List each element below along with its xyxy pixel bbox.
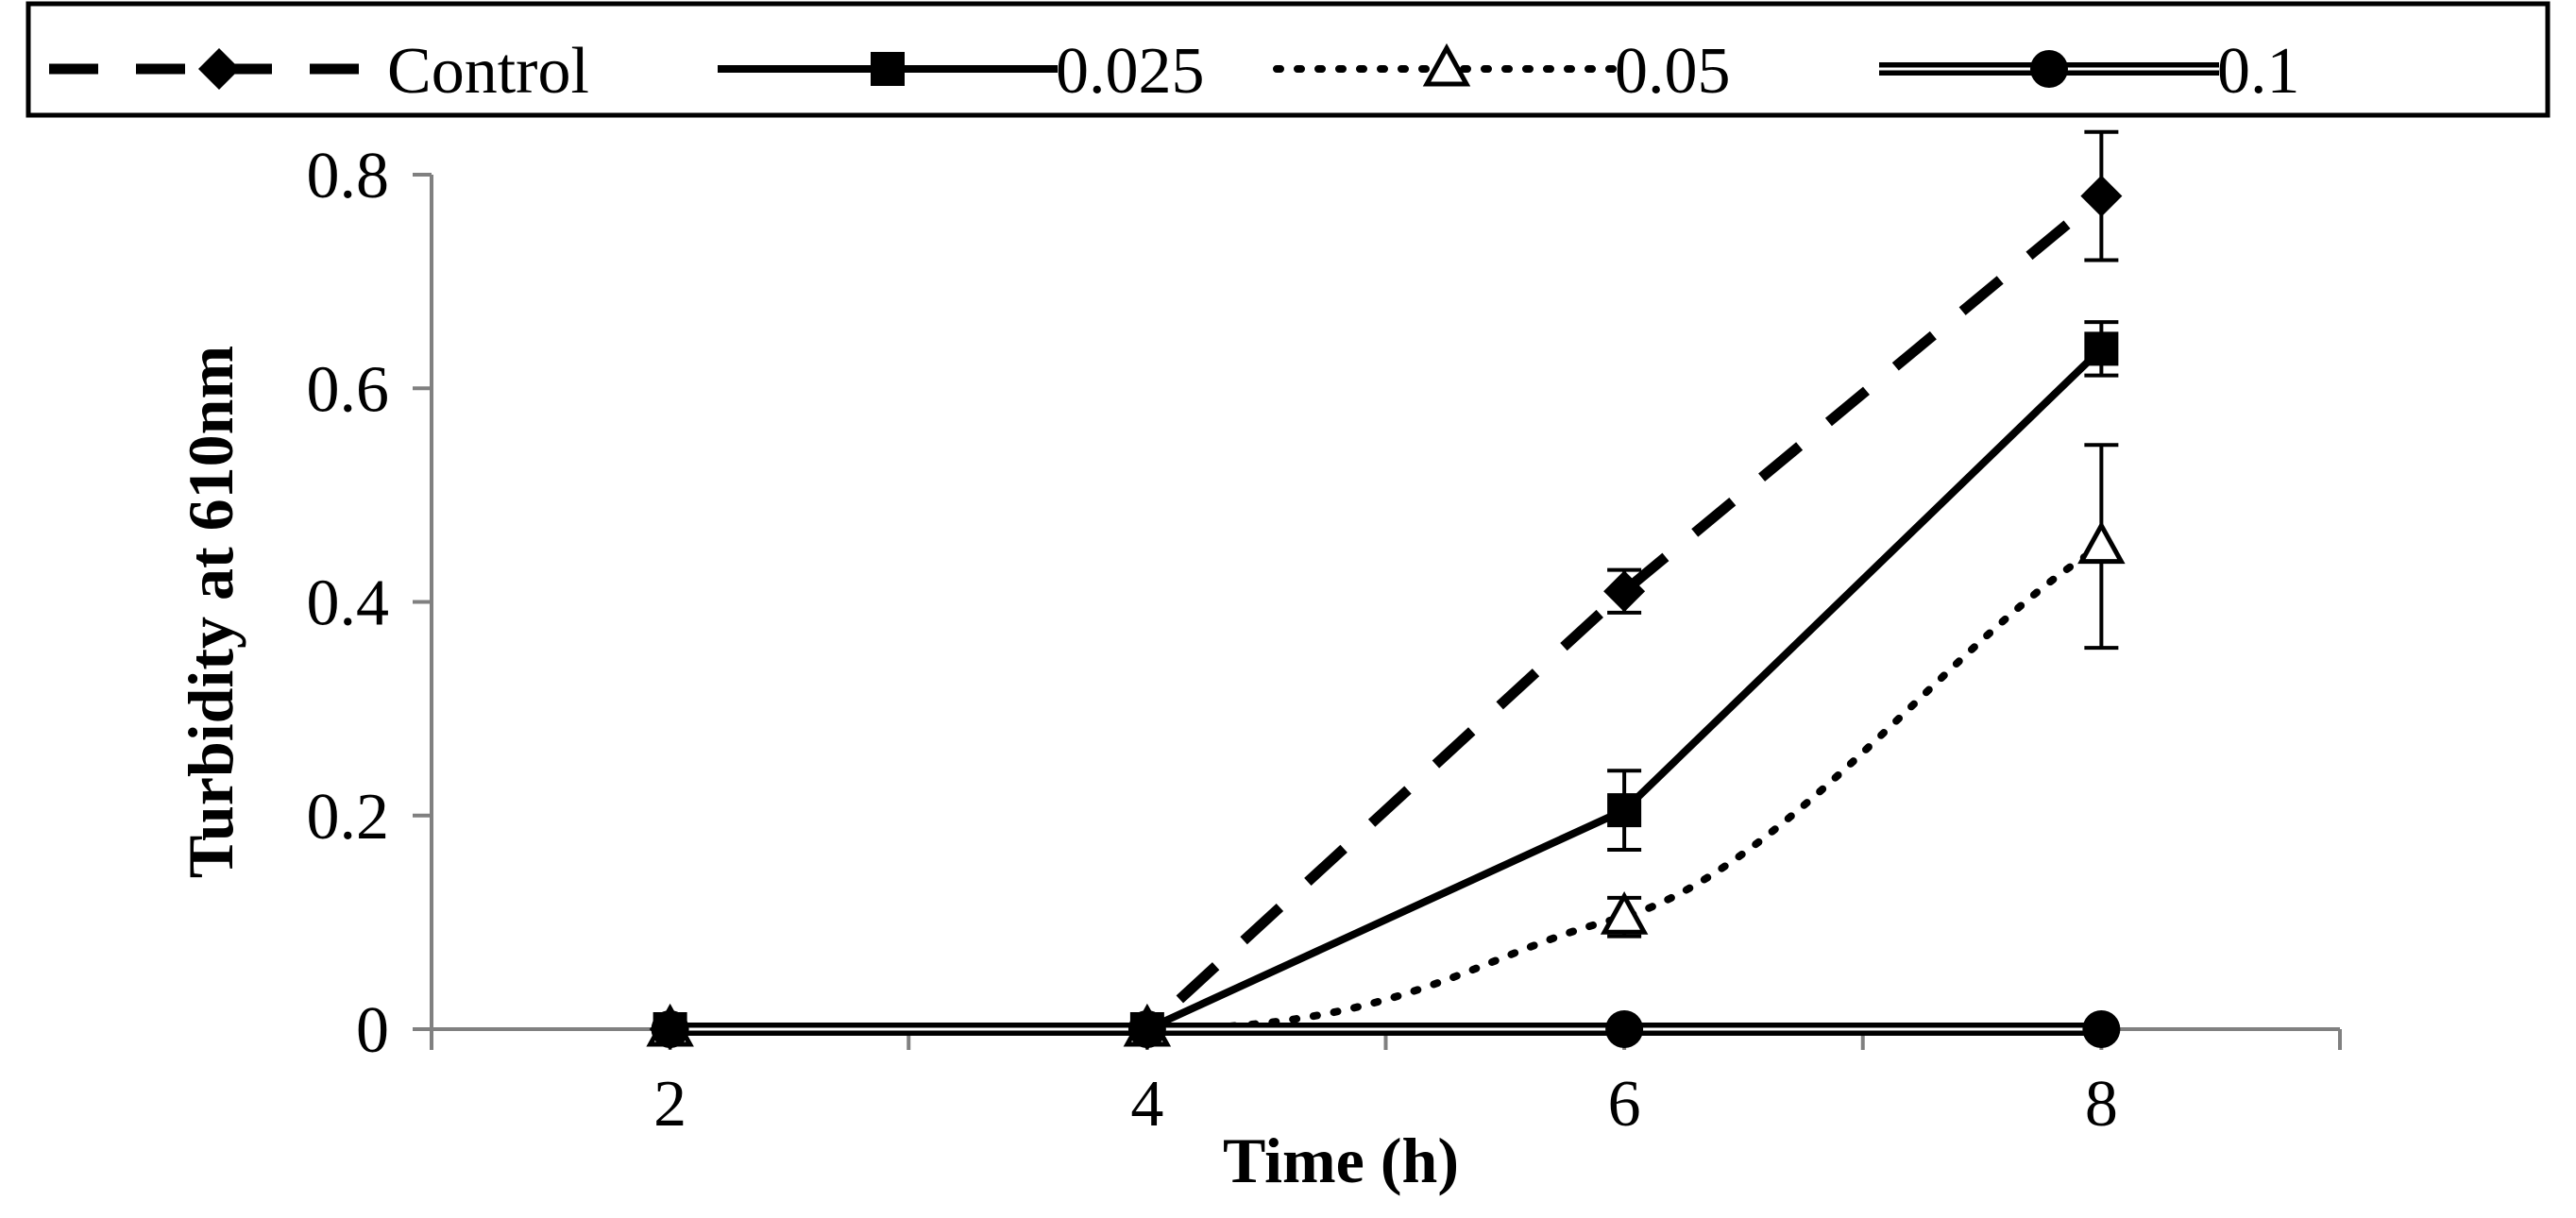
x-tick-label: 4 — [1130, 1068, 1163, 1141]
y-tick-label: 0 — [356, 994, 389, 1067]
legend-item: 0.05 — [1273, 35, 1731, 108]
legend-label: 0.05 — [1615, 35, 1731, 108]
y-tick-label: 0.8 — [307, 140, 390, 212]
series-control-point — [1603, 570, 1646, 613]
legend-label: 0.025 — [1056, 35, 1205, 108]
series-control-point — [2080, 175, 2123, 217]
legend-item: 0.025 — [718, 35, 1205, 108]
x-tick-label: 6 — [1608, 1068, 1641, 1141]
legend-item: 0.1 — [1879, 35, 2300, 108]
series-0-025-line — [669, 346, 2105, 1033]
y-axis-title: Turbidity at 610nm — [175, 346, 246, 878]
legend-item: Control — [49, 35, 589, 108]
series-0-1-point — [1605, 1010, 1644, 1048]
series-layer — [646, 129, 2126, 1050]
x-tick-label: 8 — [2085, 1068, 2118, 1141]
legend-marker — [2030, 50, 2068, 88]
legend-frame — [25, 1, 2551, 118]
series-0-025 — [652, 320, 2119, 1046]
legend-marker — [1422, 42, 1471, 87]
series-control-line — [669, 192, 2105, 1035]
x-tick-label: 2 — [653, 1068, 686, 1141]
x-axis-title: Time (h) — [1223, 1125, 1459, 1196]
series-0-05-line — [666, 542, 2106, 1033]
series-0-05-point — [1600, 891, 1649, 935]
series-0-1-point — [2082, 1010, 2121, 1048]
series-0-05 — [646, 443, 2126, 1047]
y-tick-label: 0.2 — [307, 781, 390, 854]
series-0-1-point — [1127, 1010, 1166, 1048]
legend-marker — [198, 48, 240, 90]
series-0-1-point — [651, 1010, 689, 1048]
legend-label: 0.1 — [2217, 35, 2300, 108]
series-0-05-point — [2077, 520, 2126, 565]
series-control — [649, 129, 2123, 1050]
series-0-025-point — [1607, 793, 1642, 828]
legend: Control 0.025 0.05 0.1 — [25, 1, 2551, 118]
legend-marker — [871, 52, 905, 86]
axes: 0 0.2 0.4 0.6 0.8 2 4 6 8 — [307, 140, 2342, 1141]
series-0-025-point — [2084, 331, 2119, 366]
series-0-1 — [651, 1010, 2121, 1048]
y-tick-label: 0.6 — [307, 353, 390, 426]
y-tick-label: 0.4 — [307, 567, 390, 640]
legend-label: Control — [387, 35, 589, 108]
